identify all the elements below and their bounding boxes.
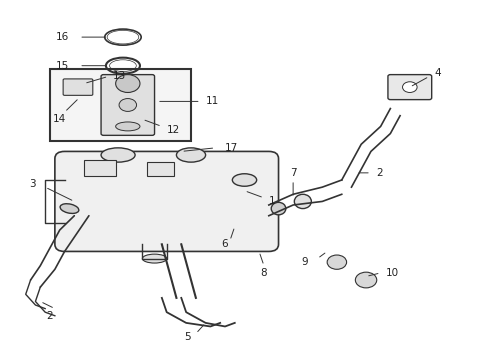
Text: 14: 14 <box>53 114 66 124</box>
Circle shape <box>119 99 136 111</box>
Text: 2: 2 <box>375 168 382 178</box>
Ellipse shape <box>60 204 79 213</box>
Bar <box>50 69 191 141</box>
Circle shape <box>402 82 416 93</box>
Text: 2: 2 <box>46 311 53 321</box>
Ellipse shape <box>116 122 140 131</box>
Text: 10: 10 <box>385 268 398 278</box>
Circle shape <box>116 75 140 93</box>
Text: 4: 4 <box>433 68 440 78</box>
Ellipse shape <box>294 194 311 208</box>
Ellipse shape <box>271 202 285 215</box>
FancyBboxPatch shape <box>387 75 431 100</box>
Text: 11: 11 <box>205 96 219 107</box>
Text: 7: 7 <box>289 168 296 178</box>
Text: 5: 5 <box>184 332 191 342</box>
Ellipse shape <box>101 148 135 162</box>
Text: 6: 6 <box>221 239 228 249</box>
FancyBboxPatch shape <box>63 79 93 95</box>
FancyBboxPatch shape <box>55 152 278 251</box>
Circle shape <box>355 272 376 288</box>
Text: 8: 8 <box>260 268 267 278</box>
Text: 13: 13 <box>113 71 126 81</box>
Circle shape <box>326 255 346 269</box>
Text: 17: 17 <box>224 143 238 153</box>
Text: 9: 9 <box>301 257 307 267</box>
Text: 12: 12 <box>166 125 180 135</box>
Text: 15: 15 <box>56 61 69 71</box>
Text: 1: 1 <box>268 197 275 206</box>
Bar <box>84 160 116 176</box>
FancyBboxPatch shape <box>101 75 154 135</box>
Text: 3: 3 <box>29 179 35 189</box>
Ellipse shape <box>232 174 256 186</box>
Ellipse shape <box>142 254 166 263</box>
Text: 16: 16 <box>56 32 69 42</box>
Bar <box>147 162 174 176</box>
Ellipse shape <box>176 148 205 162</box>
